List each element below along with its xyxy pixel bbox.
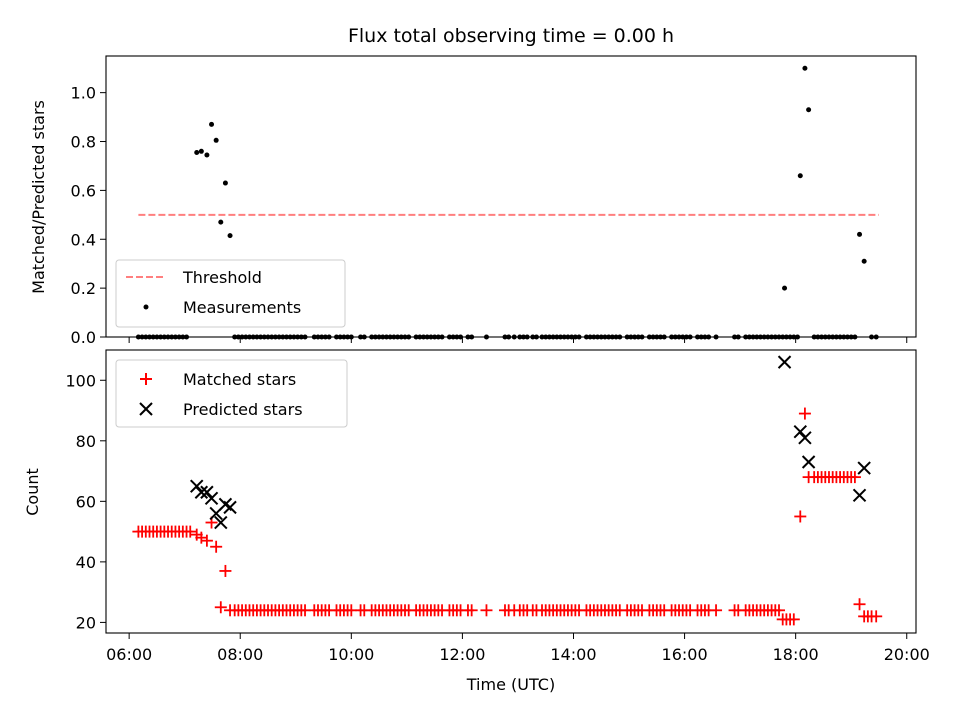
legend-predicted-swatch (139, 402, 153, 416)
top-y-tick-label: 0.8 (71, 133, 96, 152)
matched-star-point (772, 604, 785, 617)
predicted-star-point (223, 500, 237, 515)
x-tick-label: 12:00 (439, 645, 485, 664)
bottom-y-ticks: 20 40 60 80 100 (65, 371, 106, 632)
bottom-x-ticks: 06:00 08:00 10:00 12:00 14:00 16:00 18:00 20:00 (106, 633, 930, 664)
predicted-star-point (852, 488, 867, 502)
top-panel: 0.0 0.2 0.4 0.6 0.8 1.0 Matched/Predicted sta… (29, 55, 917, 347)
predicted-star-point (200, 485, 214, 499)
measurement-point (802, 65, 808, 71)
matched-star-point (195, 531, 208, 544)
predicted-star-point (857, 461, 871, 475)
measurement-point (782, 285, 788, 291)
top-y-ticks: 0.0 0.2 0.4 0.6 0.8 1.0 (71, 84, 106, 347)
predicted-star-point (190, 479, 204, 493)
predicted-star-point (801, 455, 816, 469)
matched-star-point (219, 564, 232, 577)
predicted-star-point (214, 515, 228, 530)
x-tick-label: 08:00 (217, 645, 263, 664)
matched-star-point (710, 604, 723, 617)
legend-matched-label: Matched stars (183, 370, 296, 389)
top-y-tick-label: 1.0 (71, 84, 96, 103)
matched-star-point (870, 610, 883, 623)
chart-title: Flux total observing time = 0.00 h (348, 25, 674, 47)
bottom-y-tick-label: 100 (65, 371, 96, 390)
matched-star-point (787, 613, 800, 626)
top-plot-frame (105, 55, 917, 338)
measurement-point (204, 152, 210, 158)
top-legend: Threshold Measurements (115, 259, 346, 328)
x-tick-label: 18:00 (773, 645, 819, 664)
measurement-point (213, 137, 219, 143)
measurement-point (222, 180, 228, 186)
x-tick-label: 20:00 (884, 645, 930, 664)
matched-star-point (214, 601, 227, 614)
x-axis-label: Time (UTC) (466, 675, 555, 694)
bottom-legend: Matched stars Predicted stars (115, 359, 348, 428)
matched-star-point (465, 604, 478, 617)
bottom-y-axis-label: Count (23, 468, 42, 516)
bottom-y-tick-label: 40 (76, 553, 96, 572)
measurement-point (861, 258, 867, 264)
measurement-point (227, 233, 233, 239)
bottom-y-tick-label: 60 (76, 492, 96, 511)
measurement-point (218, 219, 224, 225)
bottom-plot-frame (105, 349, 917, 634)
matched-star-point (848, 471, 861, 484)
predicted-star-point (194, 485, 209, 499)
top-y-tick-label: 0.6 (71, 181, 96, 200)
measurement-point (209, 121, 215, 127)
matched-star-point (798, 407, 811, 420)
legend-predicted-label: Predicted stars (183, 400, 303, 419)
measurement-point (806, 107, 812, 113)
matched-star-point (480, 604, 493, 617)
matched-star-point (200, 534, 213, 547)
predicted-star-point (793, 425, 807, 439)
bottom-y-tick-label: 80 (76, 432, 96, 451)
measurement-point (797, 173, 803, 179)
x-tick-label: 16:00 (662, 645, 708, 664)
bottom-y-tick-label: 20 (76, 613, 96, 632)
legend-measurements-label: Measurements (183, 298, 301, 317)
measurement-point (198, 148, 204, 154)
bottom-legend-box (115, 359, 348, 428)
predicted-star-point (777, 355, 792, 369)
predicted-star-point (204, 491, 219, 506)
matched-star-point (794, 510, 807, 523)
legend-measurements-swatch (143, 304, 149, 310)
bottom-marks (132, 355, 883, 626)
x-tick-label: 10:00 (328, 645, 374, 664)
predicted-star-point (798, 431, 812, 445)
legend-threshold-label: Threshold (182, 268, 262, 287)
top-legend-box (115, 259, 346, 328)
matched-star-point (184, 525, 197, 538)
top-y-tick-label: 0.4 (71, 230, 96, 249)
x-tick-label: 14:00 (550, 645, 596, 664)
top-y-tick-label: 0.2 (71, 279, 96, 298)
matched-star-point (853, 598, 866, 611)
measurement-point (194, 150, 200, 156)
matched-star-point (210, 540, 223, 553)
top-y-tick-label: 0.0 (71, 328, 96, 347)
measurement-point (857, 231, 863, 237)
bottom-panel: 20 40 60 80 100 06:00 08:00 10:00 12:00 14:00 16:… (23, 349, 930, 694)
top-y-axis-label: Matched/Predicted stars (29, 100, 48, 294)
legend-matched-swatch (140, 373, 152, 385)
top-x-ticks (128, 337, 908, 343)
x-tick-label: 06:00 (106, 645, 152, 664)
